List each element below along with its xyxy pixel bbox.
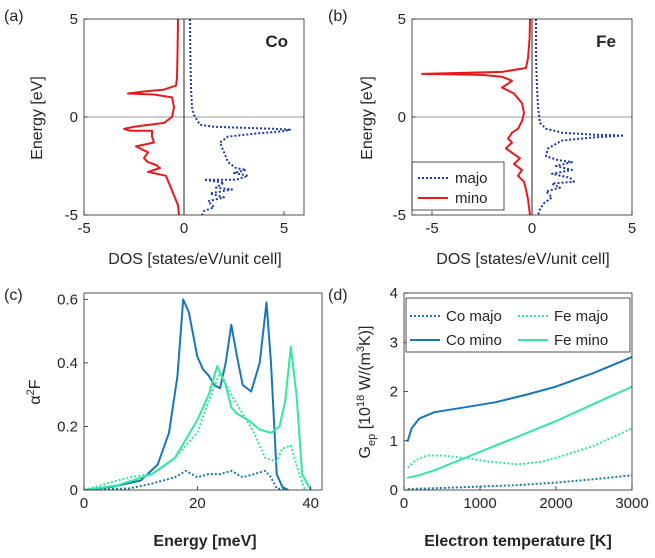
panel-d-axes-box xyxy=(403,292,633,491)
panel-b-ytick-label: -5 xyxy=(393,207,406,224)
panel-d-series-co-mino xyxy=(406,356,632,442)
panel-d: (d) Gep [1018 W/(m3K)] Electron temperat… xyxy=(328,285,649,550)
panel-d-ytick-label: 4 xyxy=(390,285,398,302)
panel-b-series-mino xyxy=(421,19,531,215)
panel-d-xlabel: Electron temperature [K] xyxy=(424,533,612,550)
panel-a: (a) Energy [eV] DOS [states/eV/unit cell… xyxy=(4,8,305,268)
panel-d-xtick-label: 0 xyxy=(400,495,408,512)
panel-b-ytick-label: 5 xyxy=(398,11,406,28)
panel-b-ytick-label: 0 xyxy=(398,109,406,126)
panel-b-element-label: Fe xyxy=(596,32,616,51)
panel-b: (b) Energy [eV] DOS [states/eV/unit cell… xyxy=(328,8,636,268)
legend-label-co-majo: Co majo xyxy=(446,308,502,325)
panel-c-ytick-label: 0.2 xyxy=(57,418,78,435)
panel-d-legend-box xyxy=(405,297,631,353)
panel-a-letter: (a) xyxy=(4,8,24,25)
panel-a-xtick-label: 0 xyxy=(180,220,188,237)
panel-c-letter: (c) xyxy=(4,287,23,304)
panel-c-ytick-label: 0 xyxy=(70,482,78,499)
panel-a-xlabel: DOS [states/eV/unit cell] xyxy=(108,251,281,268)
panel-a-series-series-1 xyxy=(123,19,180,215)
panel-d-series-fe-majo xyxy=(407,427,632,469)
panel-d-xtick-label: 2000 xyxy=(539,495,572,512)
legend-label-fe-majo: Fe majo xyxy=(554,308,608,325)
panel-c-xlabel: Energy [meV] xyxy=(153,533,256,550)
panel-a-xtick-label: -5 xyxy=(77,220,90,237)
panel-a-ylabel: Energy [eV] xyxy=(29,76,46,160)
panel-d-ytick-label: 1 xyxy=(390,433,398,450)
panel-b-xtick-label: -5 xyxy=(425,220,438,237)
panel-c-ytick-label: 0.6 xyxy=(57,291,78,308)
panel-d-series-fe-mino xyxy=(406,385,632,479)
panel-c-series-series-1 xyxy=(84,469,289,490)
panel-a-ytick-label: 5 xyxy=(70,11,78,28)
legend-label-fe-mino: Fe mino xyxy=(554,332,608,349)
panel-b-xlabel: DOS [states/eV/unit cell] xyxy=(436,251,609,268)
panel-c-xtick-label: 0 xyxy=(80,495,88,512)
panel-c-series-series-3 xyxy=(84,371,306,490)
panel-d-ytick-label: 2 xyxy=(390,384,398,401)
legend-label-mino: mino xyxy=(455,190,488,207)
legend-label-majo: majo xyxy=(455,170,488,187)
panel-c: (c) α2F Energy [meV] 0 20 40 0 0.2 0.4 0.6 xyxy=(4,287,323,550)
panel-d-series-co-majo xyxy=(407,474,632,490)
panel-b-letter: (b) xyxy=(328,8,348,25)
panel-d-xtick-label: 3000 xyxy=(615,495,648,512)
panel-d-xtick-label: 1000 xyxy=(463,495,496,512)
legend-label-co-mino: Co mino xyxy=(446,332,502,349)
panel-b-legend: majo mino xyxy=(411,161,505,211)
panel-a-axes-box xyxy=(83,18,305,216)
panel-c-series-series-0 xyxy=(84,298,289,490)
panel-d-ytick-label: 0 xyxy=(390,482,398,499)
panel-d-letter: (d) xyxy=(328,287,348,304)
panel-b-xtick-label: 5 xyxy=(628,220,636,237)
panel-c-ylabel: α2F xyxy=(25,379,44,404)
panel-b-series-majo xyxy=(535,19,625,215)
panel-d-ylabel: Gep [1018 W/(m3K)] xyxy=(355,326,378,459)
panel-c-ytick-label: 0.4 xyxy=(57,355,78,372)
panel-d-ytick-label: 3 xyxy=(390,334,398,351)
panel-d-legend: Co majo Fe majo Co mino Fe mino xyxy=(405,297,631,353)
panel-a-element-label: Co xyxy=(265,32,288,51)
panel-a-xtick-label: 5 xyxy=(280,220,288,237)
panel-b-axes-box xyxy=(411,18,633,216)
panel-c-xtick-label: 40 xyxy=(302,495,319,512)
panel-a-ytick-label: 0 xyxy=(70,109,78,126)
panel-c-xtick-label: 20 xyxy=(189,495,206,512)
panel-a-ytick-label: -5 xyxy=(65,207,78,224)
panel-c-axes-box xyxy=(83,292,323,491)
panel-b-ylabel: Energy [eV] xyxy=(359,76,376,160)
panel-b-xtick-label: 0 xyxy=(528,220,536,237)
